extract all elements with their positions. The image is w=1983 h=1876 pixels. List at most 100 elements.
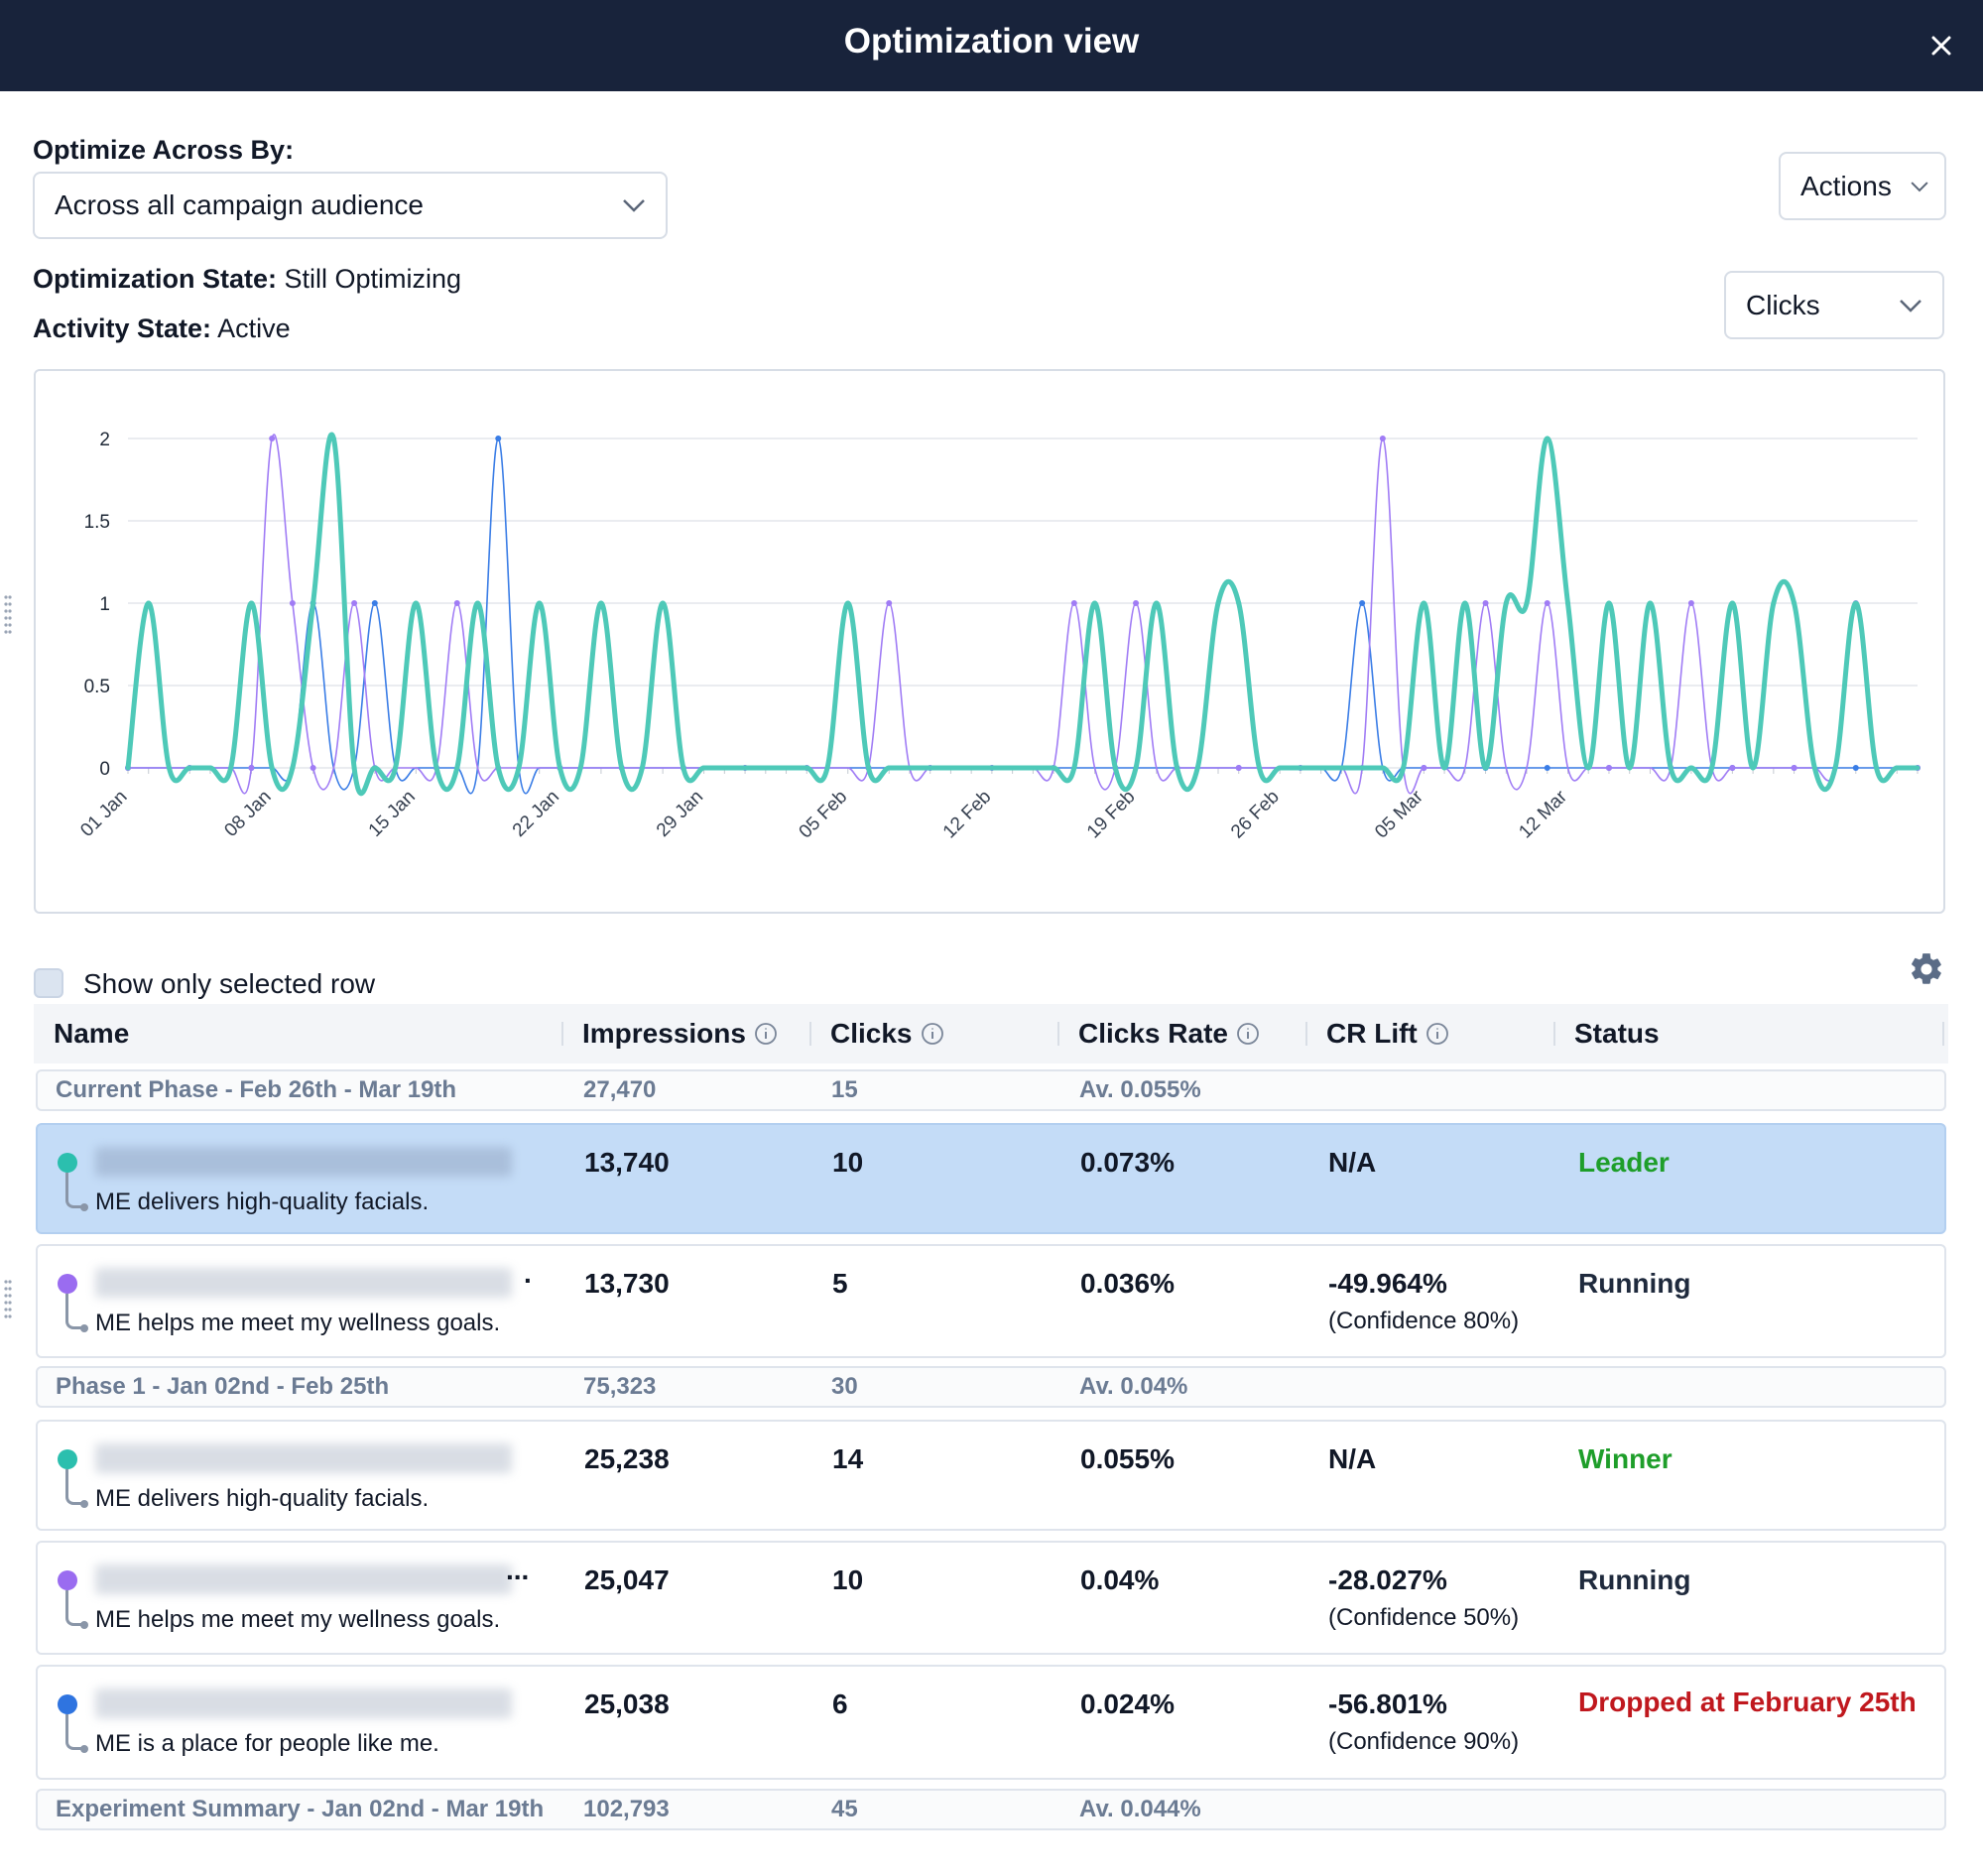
data-point (1010, 765, 1016, 771)
info-icon[interactable] (1425, 1022, 1449, 1046)
data-point (1771, 600, 1777, 606)
optimize-across-select[interactable]: Across all campaign audience (33, 172, 668, 239)
data-point (598, 600, 604, 606)
phase-label: Current Phase - Feb 26th - Mar 19th (56, 1076, 457, 1103)
data-point (495, 436, 502, 441)
data-point (434, 765, 439, 771)
close-icon[interactable] (1921, 26, 1961, 65)
info-icon[interactable] (921, 1022, 944, 1046)
data-point (1092, 600, 1098, 606)
data-point (351, 765, 357, 771)
y-tick-label: 2 (99, 430, 110, 450)
cell-impressions: 25,038 (584, 1688, 670, 1719)
optimization-state-value: Still Optimizing (284, 264, 462, 294)
header-clicks-rate[interactable]: Clicks Rate (1078, 1004, 1260, 1063)
header-clicks-label: Clicks (830, 1018, 913, 1049)
info-icon[interactable] (754, 1022, 778, 1046)
table-row[interactable]: ME delivers high-quality facials. 13,740… (36, 1123, 1946, 1234)
redacted-name (95, 1443, 512, 1473)
x-tick-label: 05 Feb (796, 787, 852, 843)
header-divider (1057, 1022, 1059, 1046)
table-row[interactable]: ME is a place for people like me. 25,038… (36, 1665, 1946, 1780)
data-point (1544, 600, 1550, 606)
data-point (495, 765, 501, 771)
data-point (475, 600, 481, 606)
header-clicks[interactable]: Clicks (830, 1004, 944, 1063)
data-point (207, 765, 213, 771)
data-point (1256, 765, 1262, 771)
data-point (1729, 600, 1735, 606)
data-point (1070, 600, 1077, 606)
x-tick-label: 29 Jan (653, 787, 707, 841)
data-point (269, 765, 275, 771)
status-badge: Running (1578, 1268, 1691, 1299)
series-line (128, 438, 1918, 795)
cell-impressions: 25,047 (584, 1564, 670, 1595)
show-selected-label: Show only selected row (83, 968, 376, 999)
data-point (166, 765, 172, 771)
data-point (1606, 600, 1612, 606)
data-point (372, 765, 378, 771)
status-badge: Winner (1578, 1443, 1673, 1474)
phase-impressions: 102,793 (583, 1796, 670, 1822)
data-point (1832, 765, 1838, 771)
header-status[interactable]: Status (1574, 1018, 1660, 1049)
optimization-state: Optimization State: Still Optimizing (33, 264, 461, 295)
data-point (845, 600, 851, 606)
title-bar: Optimization view (0, 0, 1983, 91)
data-point (1792, 600, 1797, 606)
chevron-down-icon (1911, 181, 1928, 191)
data-point (1791, 765, 1797, 771)
data-point (1277, 765, 1283, 771)
show-selected-checkbox[interactable] (34, 968, 63, 998)
x-tick-label: 08 Jan (220, 787, 275, 841)
table-row[interactable]: ... ME helps me meet my wellness goals. … (36, 1541, 1946, 1655)
table-row[interactable]: ME delivers high-quality facials. 25,238… (36, 1420, 1946, 1531)
data-point (1709, 765, 1715, 771)
drag-handle-icon[interactable] (3, 593, 13, 639)
phase-row-phase-1: Phase 1 - Jan 02nd - Feb 25th 75,323 30 … (36, 1366, 1946, 1408)
tree-connector (65, 1714, 83, 1750)
data-point (1688, 765, 1694, 771)
data-point (886, 600, 893, 606)
data-point (269, 436, 276, 441)
data-point (1564, 600, 1570, 606)
redacted-name (95, 1564, 512, 1594)
x-tick-label: 19 Feb (1083, 787, 1140, 843)
cell-clicks: 5 (832, 1268, 848, 1299)
drag-handle-icon[interactable] (3, 1278, 13, 1323)
info-icon[interactable] (1236, 1022, 1260, 1046)
header-impressions[interactable]: Impressions (582, 1004, 778, 1063)
header-cr-lift[interactable]: CR Lift (1326, 1004, 1449, 1063)
header-divider (809, 1022, 811, 1046)
x-tick-label: 26 Feb (1227, 787, 1284, 843)
redacted-name (95, 1147, 512, 1177)
gear-icon[interactable] (1908, 950, 1945, 988)
table-row[interactable]: . ME helps me meet my wellness goals. 13… (36, 1244, 1946, 1358)
data-point (1503, 600, 1509, 606)
tree-connector (65, 1294, 83, 1329)
cell-cr-lift: -49.964% (1328, 1268, 1447, 1299)
tree-connector-end (80, 1203, 88, 1211)
cell-cr-lift: -28.027% (1328, 1564, 1447, 1595)
data-point (784, 765, 790, 771)
data-point (1750, 765, 1756, 771)
metric-select[interactable]: Clicks (1724, 271, 1944, 339)
data-point (989, 765, 995, 771)
x-tick-label: 01 Jan (76, 787, 131, 841)
redacted-name (95, 1688, 512, 1718)
data-point (1030, 765, 1036, 771)
data-point (1627, 765, 1633, 771)
data-point (537, 600, 543, 606)
cell-clicks: 14 (832, 1443, 864, 1474)
x-tick-label: 12 Mar (1515, 786, 1571, 842)
data-point (1236, 600, 1242, 606)
data-point (557, 765, 562, 771)
chevron-down-icon (623, 199, 645, 212)
header-name[interactable]: Name (54, 1018, 130, 1049)
actions-button[interactable]: Actions (1779, 152, 1946, 220)
data-point (721, 765, 727, 771)
data-point (1483, 765, 1489, 771)
cell-impressions: 13,730 (584, 1268, 670, 1299)
variant-color-dot (58, 1274, 77, 1294)
